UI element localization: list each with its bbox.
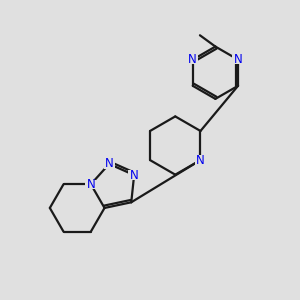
Text: N: N (86, 178, 95, 191)
Bar (128, 170, 140, 180)
Bar (187, 55, 198, 64)
Bar (232, 55, 244, 64)
Bar (85, 179, 97, 189)
Text: N: N (234, 53, 242, 66)
Bar (103, 159, 115, 169)
Text: N: N (188, 53, 197, 66)
Text: N: N (105, 158, 113, 170)
Bar (195, 155, 206, 165)
Text: N: N (196, 154, 205, 166)
Text: N: N (130, 169, 139, 182)
